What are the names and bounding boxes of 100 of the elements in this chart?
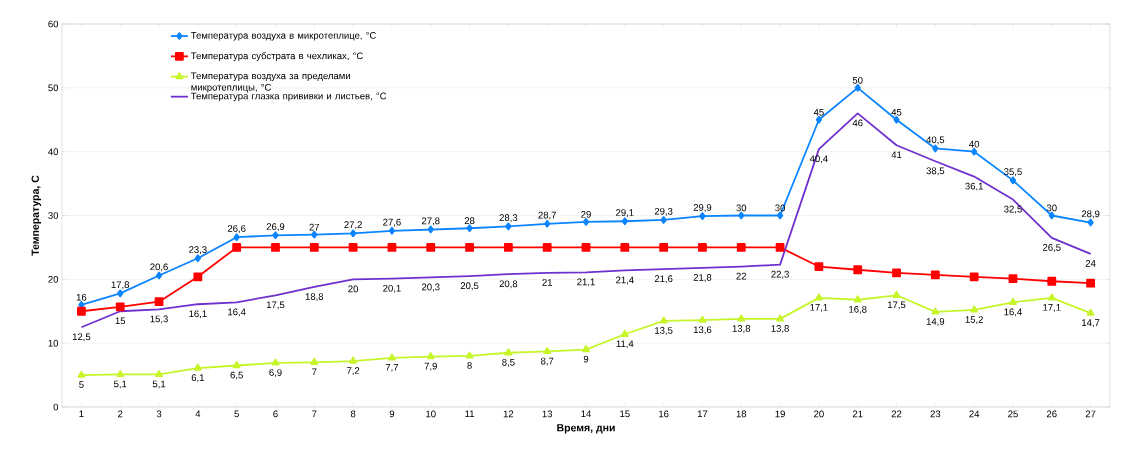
point bbox=[427, 225, 434, 234]
point bbox=[969, 272, 979, 282]
legend-label: Температура воздуха за пределами микротеплицы, °C bbox=[191, 72, 350, 93]
data-label: 17,5 bbox=[266, 301, 285, 310]
x-tick-label: 26 bbox=[1046, 410, 1057, 418]
x-tick-label: 27 bbox=[1085, 410, 1096, 418]
data-label: 18,8 bbox=[305, 293, 324, 302]
point bbox=[620, 329, 629, 337]
data-label: 5 bbox=[79, 381, 84, 388]
point bbox=[775, 243, 785, 252]
point bbox=[426, 352, 435, 360]
data-label: 29 bbox=[581, 210, 591, 218]
x-tick-label: 10 bbox=[426, 410, 436, 418]
data-label: 20,1 bbox=[383, 284, 401, 293]
point bbox=[426, 243, 436, 252]
data-label: 16,8 bbox=[849, 305, 867, 314]
point bbox=[1086, 278, 1096, 288]
point bbox=[892, 268, 901, 278]
point bbox=[892, 290, 901, 298]
point bbox=[194, 254, 202, 263]
data-label: 23,3 bbox=[189, 246, 207, 255]
point bbox=[233, 233, 240, 242]
point bbox=[659, 316, 668, 324]
x-tick-label: 19 bbox=[775, 410, 785, 418]
data-label: 32,5 bbox=[1004, 205, 1022, 214]
point bbox=[349, 229, 357, 238]
data-label: 40 bbox=[969, 140, 980, 148]
data-label: 14,9 bbox=[926, 318, 945, 326]
x-tick-label: 1 bbox=[79, 410, 84, 418]
point bbox=[931, 307, 940, 315]
data-label: 7,7 bbox=[385, 364, 399, 372]
point bbox=[970, 305, 979, 313]
data-label: 13,8 bbox=[771, 325, 789, 333]
data-label: 27,2 bbox=[344, 221, 362, 230]
point bbox=[116, 370, 125, 378]
point bbox=[1009, 297, 1017, 305]
point bbox=[115, 302, 125, 312]
legend-label: Температура глазка прививки и листьев, °C bbox=[191, 92, 387, 102]
data-label: 20,6 bbox=[150, 263, 168, 272]
point bbox=[930, 270, 940, 280]
x-tick-label: 18 bbox=[736, 410, 747, 418]
data-label: 17,1 bbox=[810, 304, 828, 312]
point bbox=[77, 370, 86, 378]
x-tick-label: 22 bbox=[891, 410, 902, 418]
x-tick-label: 25 bbox=[1008, 410, 1018, 418]
point bbox=[387, 243, 397, 252]
point bbox=[699, 212, 706, 221]
data-label: 46 bbox=[852, 119, 863, 127]
point bbox=[621, 217, 628, 226]
data-label: 41 bbox=[891, 151, 902, 159]
data-label: 5,1 bbox=[114, 380, 127, 389]
point bbox=[582, 345, 590, 353]
y-tick-label: 40 bbox=[48, 148, 59, 156]
data-label: 20,8 bbox=[499, 280, 518, 289]
y-tick-label: 30 bbox=[48, 212, 59, 219]
x-tick-label: 24 bbox=[969, 410, 980, 418]
data-label: 17,5 bbox=[888, 301, 906, 310]
data-label: 17,8 bbox=[111, 281, 130, 290]
point bbox=[737, 314, 746, 322]
data-label: 29,3 bbox=[654, 207, 673, 216]
x-tick-label: 9 bbox=[389, 410, 395, 418]
point bbox=[466, 224, 473, 233]
y-axis-title: Температура, С bbox=[31, 175, 42, 256]
point bbox=[776, 314, 785, 322]
x-tick-label: 2 bbox=[118, 410, 123, 418]
point bbox=[155, 370, 163, 378]
x-tick-label: 5 bbox=[234, 410, 239, 418]
legend-label: Температура субстрата в чехликах, °C bbox=[191, 52, 363, 62]
y-tick-label: 50 bbox=[48, 84, 59, 92]
data-label: 28,9 bbox=[1081, 210, 1100, 219]
point bbox=[932, 144, 939, 153]
x-tick-label: 8 bbox=[350, 410, 356, 418]
point bbox=[1008, 274, 1018, 284]
data-label: 30 bbox=[736, 204, 747, 212]
point bbox=[77, 306, 86, 316]
data-label: 20,3 bbox=[421, 283, 440, 292]
data-label: 11,4 bbox=[616, 340, 634, 349]
point bbox=[505, 222, 512, 231]
data-label: 15,3 bbox=[150, 315, 168, 324]
point bbox=[1086, 308, 1095, 316]
x-tick-label: 4 bbox=[195, 410, 201, 418]
x-tick-label: 14 bbox=[581, 410, 592, 418]
point bbox=[348, 243, 358, 252]
x-tick-label: 20 bbox=[814, 410, 824, 418]
data-label: 9 bbox=[583, 355, 589, 363]
data-label: 29,1 bbox=[616, 209, 634, 218]
data-label: 16,4 bbox=[228, 308, 246, 317]
point bbox=[271, 243, 280, 252]
data-label: 13,5 bbox=[655, 327, 673, 335]
data-label: 26,5 bbox=[1043, 244, 1061, 252]
x-tick-label: 15 bbox=[620, 410, 630, 418]
point bbox=[232, 243, 242, 252]
data-label: 5,1 bbox=[152, 380, 166, 389]
data-label: 13,6 bbox=[693, 326, 712, 335]
data-label: 26,6 bbox=[227, 225, 246, 234]
data-label: 21,8 bbox=[693, 274, 712, 282]
point bbox=[853, 295, 862, 303]
point bbox=[814, 293, 823, 301]
y-tick-label: 20 bbox=[48, 275, 59, 283]
x-tick-label: 21 bbox=[852, 410, 863, 418]
